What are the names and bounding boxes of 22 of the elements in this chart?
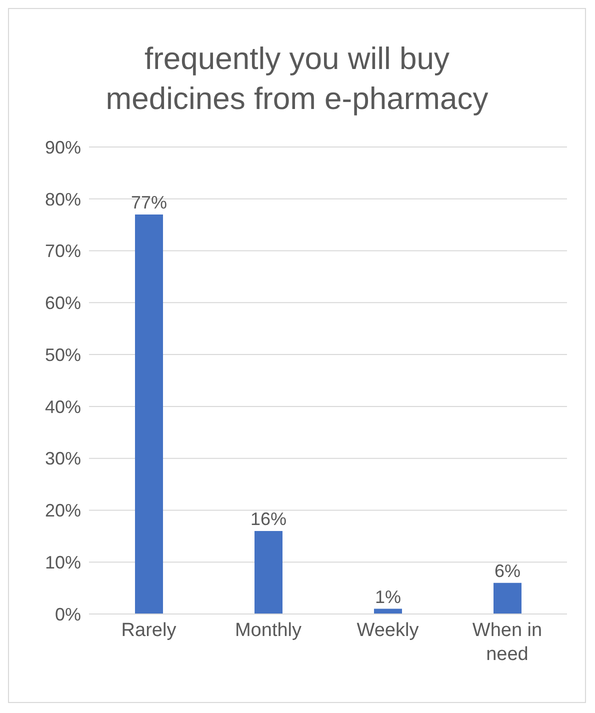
y-tick-label: 30% <box>44 448 81 469</box>
y-tick-label: 20% <box>44 500 81 521</box>
data-label: 16% <box>250 508 287 529</box>
y-tick-label: 60% <box>44 293 81 314</box>
data-label: 1% <box>374 586 402 607</box>
x-tick-label: Weekly <box>356 620 420 641</box>
data-label: 77% <box>130 192 168 212</box>
y-tick-label: 90% <box>44 137 81 158</box>
data-label: 6% <box>494 560 521 581</box>
x-tick-label: Rarely <box>121 620 177 641</box>
x-tick-label: When in need <box>472 620 542 665</box>
y-tick-label: 50% <box>44 344 81 365</box>
y-tick-label: 10% <box>44 552 81 572</box>
x-tick-label: Monthly <box>234 620 302 641</box>
y-tick-label: 0% <box>54 604 81 624</box>
bar <box>494 582 522 614</box>
bar <box>135 214 163 614</box>
y-tick-label: 80% <box>44 189 81 210</box>
bar <box>254 530 282 614</box>
chart-title: frequently you will buy medicines from e-pharmacy <box>104 40 490 118</box>
y-tick-label: 70% <box>44 241 81 262</box>
y-tick-label: 40% <box>44 396 81 417</box>
